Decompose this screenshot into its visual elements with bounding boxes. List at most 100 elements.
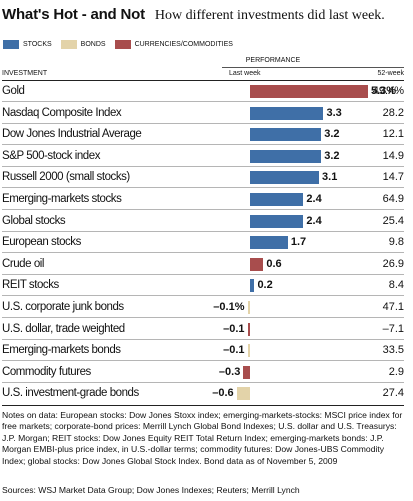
row-label-gold: Gold [2, 85, 25, 97]
row-label-s-p-500-stock-index: S&P 500-stock index [2, 149, 100, 162]
row-label-nasdaq-composite-index: Nasdaq Composite Index [2, 106, 122, 119]
last-week-value-s-p-500-stock-index: 3.2 [324, 149, 340, 162]
week52-value-gold: 49.4% [372, 85, 404, 97]
chart-title-block: What's Hot - and Not How different invest… [2, 6, 385, 24]
legend-item-bonds: BONDS [60, 40, 106, 49]
table-row: Crude oil 0.6 26.9 [2, 254, 404, 275]
last-week-value-u-s-dollar-trade-weighted: –0.1 [223, 322, 245, 335]
legend-item-currencies: CURRENCIES/COMMODITIES [114, 40, 233, 49]
bar-emerging-markets-bonds [247, 344, 250, 358]
legend-item-stocks: STOCKS [3, 40, 52, 49]
bar-u-s-corporate-junk-bonds [247, 301, 250, 314]
row-label-crude-oil: Crude oil [2, 257, 44, 270]
table-row: U.S. corporate junk bonds –0.1% 47.1 [2, 297, 404, 318]
legend-swatch-stocks [3, 40, 19, 49]
week52-value-reit-stocks: 8.4 [388, 279, 404, 292]
legend-label-stocks: STOCKS [23, 41, 52, 48]
legend: STOCKS BONDS CURRENCIES/COMMODITIES [3, 40, 242, 49]
row-divider [2, 317, 404, 318]
bar-reit-stocks [250, 279, 255, 293]
row-divider [2, 144, 404, 146]
last-week-value-emerging-markets-bonds: –0.1 [223, 344, 245, 357]
week52-column-header: 52-week [377, 70, 404, 77]
bar-s-p-500-stock-index [250, 149, 322, 163]
last-week-column-header: Last week [229, 70, 261, 77]
chart-subtitle: How different investments did last week. [154, 8, 385, 23]
table-row: Nasdaq Composite Index 3.3 28.2 [2, 103, 404, 124]
legend-label-bonds: BONDS [80, 41, 106, 48]
row-label-u-s-investment-grade-bonds: U.S. investment-grade bonds [2, 387, 139, 400]
week52-value-s-p-500-stock-index: 14.9 [382, 149, 404, 162]
table-row: U.S. investment-grade bonds –0.6 27.4 [2, 383, 404, 404]
row-label-u-s-dollar-trade-weighted: U.S. dollar, trade weighted [2, 322, 125, 335]
chart-title: What's Hot - and Not [2, 6, 145, 23]
row-label-emerging-markets-stocks: Emerging-markets stocks [2, 193, 122, 205]
row-label-emerging-markets-bonds: Emerging-markets bonds [2, 344, 121, 357]
row-divider [2, 101, 404, 102]
week52-value-russell-2000-small-stocks: 14.7 [382, 171, 404, 184]
last-week-value-european-stocks: 1.7 [290, 236, 307, 249]
performance-header-rule [222, 67, 404, 68]
bar-u-s-investment-grade-bonds [236, 387, 250, 401]
row-divider [2, 381, 404, 383]
week52-value-u-s-corporate-junk-bonds: 47.1 [382, 301, 404, 313]
row-divider [2, 252, 404, 254]
week52-value-dow-jones-industrial-average: 12.1 [382, 128, 404, 141]
last-week-value-commodity-futures: –0.3 [218, 365, 241, 378]
bar-emerging-markets-stocks [250, 193, 304, 206]
last-week-value-crude-oil: 0.6 [266, 257, 282, 270]
legend-label-currencies: CURRENCIES/COMMODITIES [134, 41, 233, 48]
bar-russell-2000-small-stocks [250, 171, 320, 185]
row-label-u-s-corporate-junk-bonds: U.S. corporate junk bonds [2, 301, 124, 313]
last-week-value-nasdaq-composite-index: 3.3 [326, 106, 342, 119]
row-divider [2, 230, 404, 232]
table-row: Dow Jones Industrial Average 3.2 12.1 [2, 124, 404, 146]
week52-value-crude-oil: 26.9 [382, 257, 404, 270]
bar-crude-oil [250, 257, 264, 271]
table-row: Global stocks 2.4 25.4 [2, 211, 404, 232]
footer-rule [2, 405, 404, 406]
last-week-value-emerging-markets-stocks: 2.4 [306, 193, 322, 205]
table-row: Emerging-markets stocks 2.4 64.9 [2, 189, 404, 210]
week52-value-global-stocks: 25.4 [382, 214, 404, 227]
last-week-value-russell-2000-small-stocks: 3.1 [322, 171, 338, 184]
sources-text: Sources: WSJ Market Data Group; Dow Jone… [2, 485, 300, 495]
performance-header: PERFORMANCE [245, 57, 301, 64]
row-label-dow-jones-industrial-average: Dow Jones Industrial Average [2, 128, 142, 141]
row-label-russell-2000-small-stocks: Russell 2000 (small stocks) [2, 171, 130, 184]
last-week-value-gold: 5.3% [371, 85, 397, 97]
week52-value-nasdaq-composite-index: 28.2 [382, 106, 404, 119]
row-divider [2, 209, 404, 210]
last-week-value-u-s-corporate-junk-bonds: –0.1% [213, 301, 245, 313]
last-week-value-reit-stocks: 0.2 [257, 279, 273, 292]
row-label-commodity-futures: Commodity futures [2, 365, 91, 378]
week52-value-u-s-investment-grade-bonds: 27.4 [382, 387, 404, 400]
row-divider [2, 338, 404, 340]
table-row: Russell 2000 (small stocks) 3.1 14.7 [2, 167, 404, 189]
table-row: U.S. dollar, trade weighted –0.1 –7.1 [2, 319, 404, 340]
week52-value-u-s-dollar-trade-weighted: –7.1 [382, 322, 404, 335]
table-row: Gold 5.3% 49.4% [2, 81, 404, 102]
bar-global-stocks [250, 214, 304, 228]
week52-value-commodity-futures: 2.9 [388, 365, 404, 378]
week52-value-emerging-markets-bonds: 33.5 [382, 344, 404, 357]
bar-u-s-dollar-trade-weighted [247, 322, 250, 336]
legend-swatch-bonds [60, 40, 77, 49]
week52-value-emerging-markets-stocks: 64.9 [382, 193, 404, 205]
table-row: Emerging-markets bonds –0.1 33.5 [2, 340, 404, 362]
row-label-global-stocks: Global stocks [2, 214, 66, 227]
legend-swatch-currencies [114, 40, 131, 49]
row-divider [2, 273, 404, 275]
week52-value-european-stocks: 9.8 [388, 236, 404, 249]
row-label-reit-stocks: REIT stocks [2, 279, 59, 292]
table-row: REIT stocks 0.2 8.4 [2, 275, 404, 297]
table-row: European stocks 1.7 9.8 [2, 232, 404, 254]
row-divider [2, 122, 404, 124]
table-row: S&P 500-stock index 3.2 14.9 [2, 146, 404, 167]
notes-text: Notes on data: European stocks: Dow Jone… [2, 410, 403, 466]
bar-commodity-futures [243, 365, 250, 379]
investment-column-header: INVESTMENT [2, 70, 48, 77]
last-week-value-u-s-investment-grade-bonds: –0.6 [212, 387, 234, 400]
bar-european-stocks [250, 236, 288, 250]
